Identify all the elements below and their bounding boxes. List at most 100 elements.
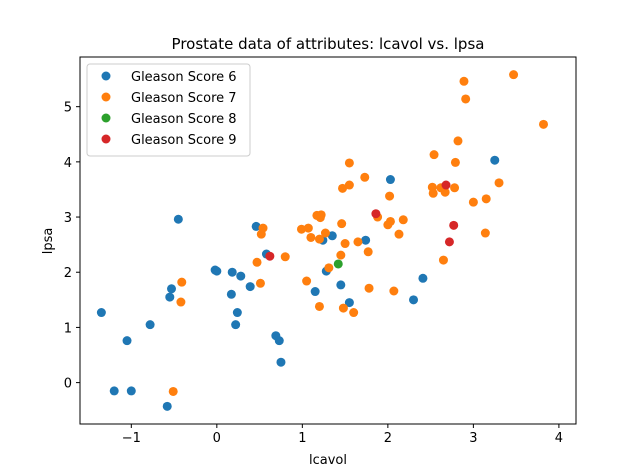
legend-marker [101,92,111,102]
data-point-gleason-7 [450,183,460,193]
data-point-gleason-7 [385,191,395,201]
data-point-gleason-7 [461,94,471,104]
data-point-gleason-7 [306,232,316,242]
data-point-gleason-7 [349,308,359,318]
data-point-gleason-7 [468,197,478,207]
data-point-gleason-7 [494,178,504,188]
legend: Gleason Score 6 Gleason Score 7 Gleason Sc… [86,63,251,157]
data-point-gleason-7 [481,194,491,204]
data-point-gleason-7 [168,386,178,396]
y-tick-label: 2 [64,266,72,281]
data-point-gleason-6 [231,320,241,330]
data-point-gleason-7 [353,237,363,247]
legend-marker [101,134,111,144]
data-point-gleason-9 [449,220,459,230]
data-point-gleason-7 [338,303,348,313]
data-point-gleason-6 [236,271,246,281]
data-point-gleason-7 [360,172,370,182]
data-point-gleason-7 [340,239,350,249]
data-point-gleason-7 [438,255,448,265]
data-point-gleason-6 [109,386,119,396]
data-point-gleason-6 [310,287,320,297]
data-point-gleason-7 [280,252,290,262]
data-point-gleason-6 [409,295,419,305]
data-point-gleason-6 [96,308,106,318]
data-point-gleason-7 [389,286,399,296]
data-point-gleason-7 [255,278,265,288]
data-point-gleason-7 [252,257,262,267]
data-point-gleason-6 [162,401,172,411]
legend-label: Gleason Score 8 [131,112,237,127]
y-tick-label: 5 [64,101,72,116]
x-tick-label: 4 [555,431,563,446]
data-point-gleason-7 [302,276,312,286]
data-point-gleason-6 [418,273,428,283]
legend-label: Gleason Score 6 [131,70,237,85]
plot-area [96,70,548,411]
data-point-gleason-7 [480,228,490,238]
data-point-gleason-7 [539,119,548,129]
y-tick-label: 0 [64,377,72,392]
data-point-gleason-6 [336,280,346,290]
data-point-gleason-7 [364,283,374,293]
x-tick-label: 3 [469,431,477,446]
data-point-gleason-9 [444,237,454,247]
x-tick-label: 0 [213,431,221,446]
data-point-gleason-6 [227,267,237,277]
data-point-gleason-6 [232,308,242,318]
data-point-gleason-7 [177,277,187,287]
data-point-gleason-7 [509,70,519,80]
legend-label: Gleason Score 9 [131,133,237,148]
y-axis-label: lpsa [41,228,56,255]
data-point-gleason-9 [441,180,451,190]
x-tick-label: −1 [122,431,141,446]
data-point-gleason-7 [440,187,450,197]
data-point-gleason-7 [344,180,354,190]
data-point-gleason-9 [265,251,275,261]
data-point-gleason-6 [245,282,255,292]
data-point-gleason-6 [361,235,371,245]
data-point-gleason-7 [320,228,330,238]
data-point-gleason-7 [303,223,313,233]
y-axis: 0 1 2 3 4 5 [64,101,80,392]
data-point-gleason-6 [126,386,136,396]
x-axis: −1 0 1 2 3 4 [122,424,563,446]
data-point-gleason-7 [258,223,268,233]
data-point-gleason-6 [145,320,155,330]
data-point-gleason-7 [337,219,347,229]
data-point-gleason-6 [165,292,175,302]
data-point-gleason-7 [453,136,463,146]
data-point-gleason-6 [226,289,236,299]
data-point-gleason-6 [122,336,132,346]
data-point-gleason-7 [344,158,354,168]
x-axis-label: lcavol [309,453,347,468]
legend-marker [101,113,111,123]
data-point-gleason-6 [274,336,284,346]
data-point-gleason-7 [336,250,346,260]
y-tick-label: 3 [64,211,72,226]
data-point-gleason-6 [490,155,500,165]
data-point-gleason-6 [251,221,261,231]
data-point-gleason-6 [173,214,183,224]
data-point-gleason-7 [450,157,460,167]
data-point-gleason-7 [385,216,395,226]
data-point-gleason-7 [176,297,186,307]
data-point-gleason-7 [394,229,404,239]
data-point-gleason-6 [327,231,337,241]
data-point-gleason-6 [276,357,286,367]
legend-box [86,63,251,157]
data-point-gleason-6 [167,284,176,294]
y-tick-label: 4 [64,156,72,171]
data-point-gleason-7 [324,263,334,273]
data-point-gleason-6 [385,175,395,185]
data-point-gleason-7 [314,301,324,311]
data-point-gleason-7 [363,247,373,257]
plot-frame [79,56,577,425]
data-point-gleason-7 [338,183,348,193]
data-point-gleason-7 [314,234,324,244]
data-point-gleason-7 [398,215,408,225]
legend-label: Gleason Score 7 [131,91,237,106]
data-point-gleason-8 [333,259,343,269]
data-point-gleason-6 [344,298,354,308]
x-tick-label: 2 [384,431,392,446]
